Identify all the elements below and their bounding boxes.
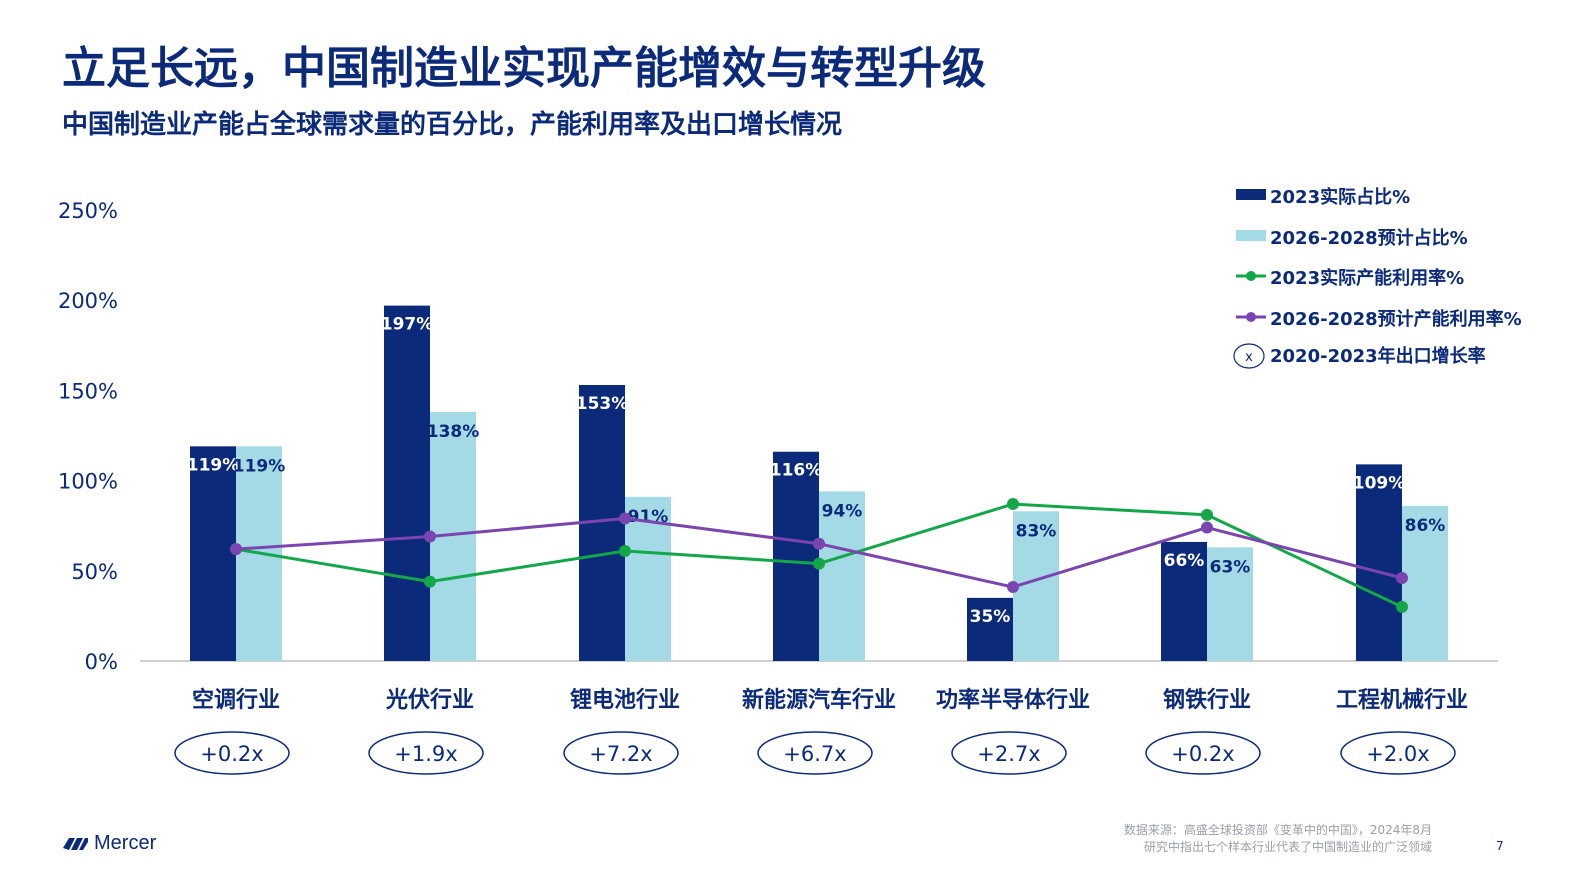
export-growth-ellipse <box>368 731 484 775</box>
export-growth-value: +0.2x <box>1171 742 1234 766</box>
bar-2023-actual <box>1356 464 1402 661</box>
bars: 119%119%197%138%153%91%116%94%35%83%66% 6… <box>187 305 1448 661</box>
legend-label: 2023实际占比% <box>1270 186 1410 208</box>
y-tick-label: 150% <box>58 379 118 403</box>
bar-value-label: 153% <box>576 394 629 414</box>
bar-value-label: 83% <box>1016 521 1057 541</box>
line-2026-2028-utilization-point <box>1201 521 1213 534</box>
page-title: 立足长远，中国制造业实现产能增效与转型升级 <box>62 43 986 94</box>
bar-value-label: 86% <box>1405 516 1446 536</box>
bar-2026-2028-forecast <box>1402 505 1448 661</box>
category-label: 光伏行业 <box>385 687 474 713</box>
bar-2026-2028-forecast <box>1207 547 1253 661</box>
source-line-2: 研究中指出七个样本行业代表了中国制造业的广泛领域 <box>1143 840 1432 854</box>
bar-value-label: 94% <box>822 501 863 521</box>
export-growth-ellipse <box>951 731 1067 775</box>
bar-2023-actual <box>190 446 236 661</box>
series-lines <box>230 498 1408 613</box>
line-2023-utilization-point <box>619 544 631 557</box>
line-2023-utilization-point <box>1396 600 1408 613</box>
line-2026-2028-utilization-point <box>813 537 825 550</box>
mercer-logo: Mercer <box>62 832 156 855</box>
bar-2023-actual <box>773 451 819 661</box>
y-tick-label: 0% <box>85 650 118 674</box>
line-2026-2028-utilization-point <box>230 543 242 556</box>
export-growth-ellipse <box>757 731 873 775</box>
line-2026-2028-utilization-point <box>1396 572 1408 585</box>
category-label: 新能源汽车行业 <box>742 687 896 713</box>
legend-marker-export-growth <box>1233 343 1265 369</box>
source-line-1: 数据来源：高盛全球投资部《变革中的中国》，2024年8月 <box>1123 823 1432 837</box>
category-label: 钢铁行业 <box>1163 687 1251 713</box>
category-label: 工程机械行业 <box>1336 687 1468 713</box>
export-growth-badges: +0.2x +1.9x +7.2x +6.7x +2.7x +0.2x +2.0x <box>174 731 1456 775</box>
category-label: 锂电池行业 <box>570 687 680 713</box>
export-growth-value: +0.2x <box>200 742 263 766</box>
y-tick-label: 250% <box>58 199 118 223</box>
line-2023-utilization-point <box>1007 498 1019 511</box>
bar-value-label: 35% <box>970 607 1011 627</box>
page-subtitle: 中国制造业产能占全球需求量的百分比，产能利用率及出口增长情况 <box>62 110 843 140</box>
y-tick-label: 100% <box>58 470 118 494</box>
export-growth-value: +2.0x <box>1366 742 1429 766</box>
bar-value-label: 66% <box>1164 551 1205 571</box>
category-labels: 空调行业 光伏行业 锂电池行业 新能源汽车行业 功率半导体行业 钢铁行业 工程机械行业 <box>192 687 1468 713</box>
export-growth-value: +7.2x <box>589 742 652 766</box>
y-tick-label: 50% <box>71 560 118 584</box>
legend-marker-2023-utilization <box>1246 271 1256 281</box>
export-growth-ellipse <box>563 731 679 775</box>
legend-swatch-2023-actual <box>1236 189 1266 200</box>
legend-swatch-2026-2028-forecast <box>1236 230 1266 241</box>
export-growth-ellipse <box>174 731 290 775</box>
bar-2023-actual <box>384 305 430 661</box>
bar-value-label: 138% <box>427 422 480 442</box>
y-axis-ticks: 0% 50% 100% 150% 200% 250% <box>58 199 118 674</box>
legend-marker-text: x <box>1245 350 1253 365</box>
line-2023-utilization-point <box>1201 508 1213 521</box>
bar-value-label: 116% <box>770 461 823 481</box>
line-2026-2028-utilization-point <box>619 512 631 525</box>
bar-2026-2028-forecast <box>819 491 865 661</box>
export-growth-ellipse <box>1340 731 1456 775</box>
y-tick-label: 200% <box>58 289 118 313</box>
mercer-logo-text: Mercer <box>94 832 157 854</box>
bar-2023-actual <box>1161 541 1207 661</box>
bar-value-label: 63% <box>1210 557 1251 577</box>
line-2026-2028-utilization-point <box>424 530 436 543</box>
bar-value-label: 119% <box>233 456 286 476</box>
export-growth-value: +1.9x <box>394 742 457 766</box>
legend-label: 2026-2028预计占比% <box>1270 227 1468 249</box>
line-2026-2028-utilization-point <box>1007 581 1019 594</box>
legend-marker-2026-2028-utilization <box>1246 312 1256 322</box>
bar-2023-actual <box>967 597 1013 661</box>
bar-value-label: 109% <box>1353 473 1406 493</box>
legend-label: 2020-2023年出口增长率 <box>1270 345 1486 367</box>
export-growth-value: +6.7x <box>783 742 846 766</box>
source-note: 数据来源：高盛全球投资部《变革中的中国》，2024年8月 研究中指出七个样本行业… <box>1124 822 1432 856</box>
category-label: 空调行业 <box>192 687 280 713</box>
category-label: 功率半导体行业 <box>936 687 1090 713</box>
legend-label: 2023实际产能利用率% <box>1270 267 1464 289</box>
page-number: 7 <box>1496 839 1504 853</box>
mercer-logo-icon <box>63 837 88 850</box>
line-2023-utilization-point <box>813 557 825 570</box>
line-2023-utilization-point <box>424 575 436 588</box>
legend: x 2023实际占比% 2026-2028预计占比% 2023实际产能利用率% 2026… <box>1233 186 1522 369</box>
legend-label: 2026-2028预计产能利用率% <box>1270 308 1522 330</box>
export-growth-value: +2.7x <box>977 742 1040 766</box>
bar-value-label: 119% <box>187 455 240 475</box>
export-growth-ellipse <box>1145 731 1261 775</box>
bar-value-label: 197% <box>381 315 434 335</box>
